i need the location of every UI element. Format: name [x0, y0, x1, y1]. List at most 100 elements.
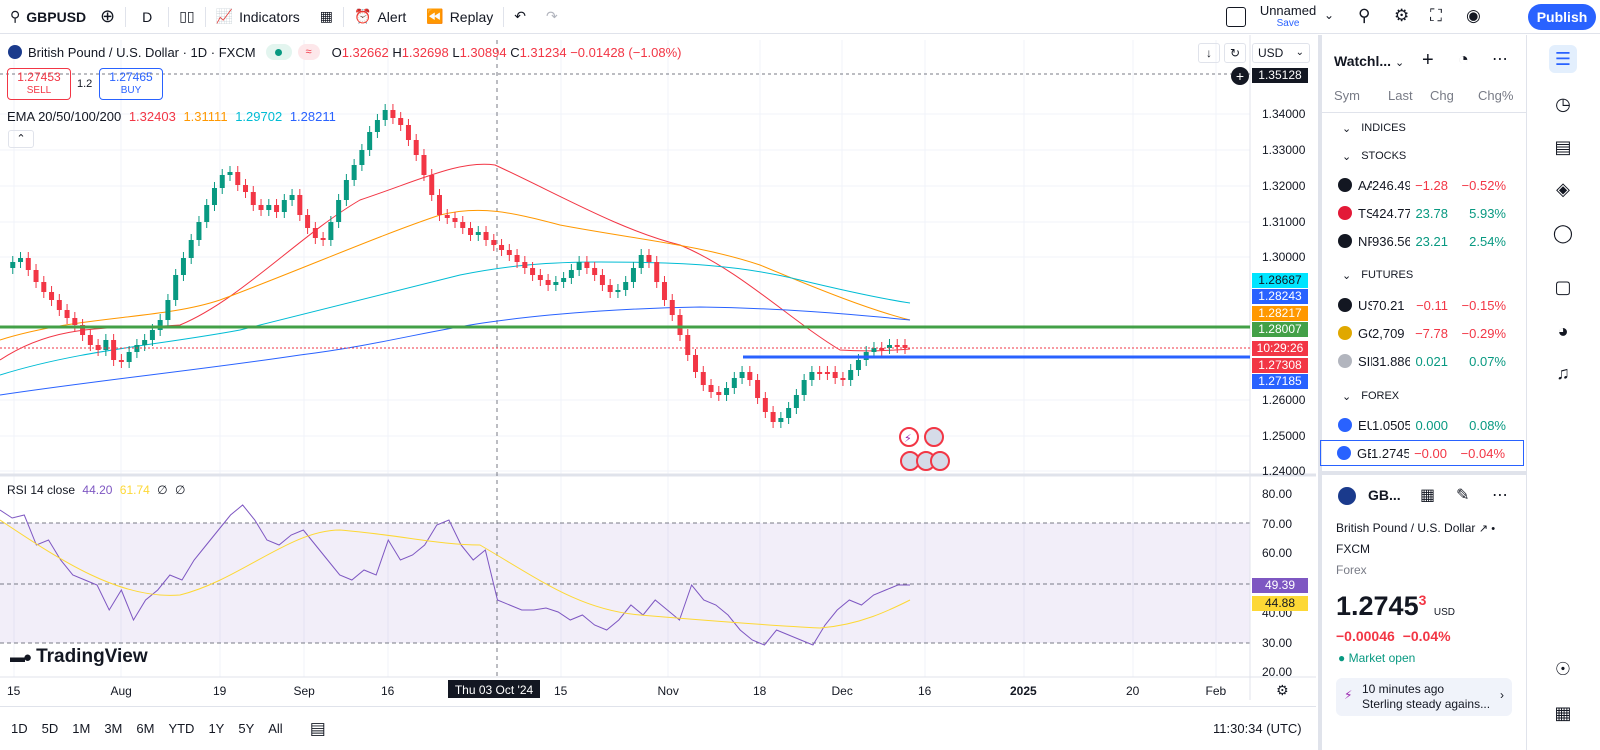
- advanced-view-icon[interactable]: ◔: [1458, 49, 1469, 69]
- grid-icon[interactable]: ▦: [1420, 487, 1436, 504]
- edit-icon[interactable]: ✎: [1456, 487, 1470, 504]
- tradingview-logo[interactable]: ▬● TradingView: [10, 646, 148, 668]
- templates-button[interactable]: ▦: [310, 0, 343, 34]
- price-axis-badge: 1.28243: [1252, 289, 1308, 304]
- alert-button[interactable]: ⏰ Alert: [344, 0, 416, 34]
- range-button-1y[interactable]: 1Y: [208, 721, 225, 736]
- candle-body: [669, 300, 675, 315]
- range-button-5y[interactable]: 5Y: [238, 721, 255, 736]
- layout-name[interactable]: Unnamed Save: [1258, 3, 1318, 29]
- more-icon[interactable]: ⋯: [1492, 51, 1508, 68]
- col-sym[interactable]: Sym: [1334, 88, 1360, 103]
- section-indices[interactable]: ⌄ INDICES: [1342, 122, 1406, 135]
- undo-button[interactable]: ↶: [504, 0, 536, 34]
- range-button-5d[interactable]: 5D: [41, 721, 59, 736]
- auto-scale-button[interactable]: ↻: [1224, 43, 1246, 63]
- watchlist-icon[interactable]: ☰: [1549, 45, 1577, 73]
- candle-body: [80, 325, 86, 335]
- candle-body: [429, 175, 435, 195]
- section-stocks[interactable]: ⌄ STOCKS: [1342, 150, 1406, 163]
- section-futures[interactable]: ⌄ FUTURES: [1342, 269, 1413, 282]
- object-tree-icon[interactable]: ▤: [1554, 136, 1572, 157]
- range-button-1m[interactable]: 1M: [72, 721, 91, 736]
- settings-icon[interactable]: ⚙: [1394, 6, 1410, 25]
- rsi-legend[interactable]: RSI 14 close 44.20 61.74 ∅ ∅: [7, 483, 185, 497]
- interval-button[interactable]: D: [126, 0, 168, 34]
- tv-logo-icon: ▬●: [10, 648, 32, 666]
- axis-settings-icon[interactable]: ⚙: [1276, 682, 1289, 698]
- rsi-tick-label: 20.00: [1262, 665, 1293, 679]
- range-button-6m[interactable]: 6M: [136, 721, 155, 736]
- watchlist-row[interactable]: USOIL70.21 −0.11 −0.15%: [1322, 292, 1526, 318]
- details-symbol[interactable]: GB...: [1368, 487, 1401, 503]
- chevron-down-icon[interactable]: ⌄: [1324, 8, 1335, 22]
- watchlist-row[interactable]: EURUSD1.0505 0.000 0.08%: [1322, 412, 1526, 438]
- market-status[interactable]: ● Market open: [1338, 651, 1415, 665]
- candle-body: [382, 110, 388, 120]
- col-chg[interactable]: Chg: [1430, 88, 1454, 103]
- range-button-3m[interactable]: 3M: [104, 721, 123, 736]
- watchlist-title[interactable]: Watchl... ⌄: [1334, 53, 1404, 69]
- alerts-clock-icon[interactable]: ◷: [1555, 93, 1571, 114]
- quick-search-icon[interactable]: ⚲: [1358, 6, 1371, 25]
- scroll-to-bottom-button[interactable]: ↓: [1198, 43, 1220, 63]
- collapse-legend-button[interactable]: ⌃: [8, 130, 34, 148]
- time-tick-label: Nov: [657, 684, 679, 698]
- symbol-title[interactable]: British Pound / U.S. Dollar · 1D · FXCM: [28, 44, 256, 60]
- redo-button[interactable]: ↷: [536, 0, 568, 34]
- currency-select[interactable]: USD ⌄: [1252, 43, 1310, 63]
- indicators-label: Indicators: [239, 8, 300, 25]
- sell-button[interactable]: 1.27453 SELL: [7, 68, 71, 100]
- replay-button[interactable]: ⏪ Replay: [416, 0, 503, 34]
- candle-body: [460, 222, 466, 228]
- details-exchange[interactable]: FXCM: [1336, 542, 1370, 556]
- watchlist-row[interactable]: GBPUSD1.2745 −0.00 −0.04%: [1320, 440, 1524, 466]
- candle-body: [607, 285, 613, 292]
- more-icon[interactable]: ⋯: [1492, 487, 1508, 504]
- layers-icon[interactable]: ◈: [1556, 178, 1570, 199]
- help-bulb-icon[interactable]: ◕: [1557, 320, 1569, 341]
- ideas-bulb-icon[interactable]: ◯: [1552, 222, 1574, 243]
- dom-icon[interactable]: ☉: [1554, 658, 1572, 679]
- symbol-search[interactable]: ⚲ GBPUSD: [0, 0, 90, 34]
- chat-icon[interactable]: ▢: [1554, 276, 1572, 297]
- external-link-icon[interactable]: ↗: [1478, 523, 1488, 535]
- watchlist-header: Sym Last Chg Chg%: [1322, 88, 1526, 110]
- fullscreen-icon[interactable]: ⛶: [1430, 6, 1442, 25]
- details-name[interactable]: British Pound / U.S. Dollar: [1336, 521, 1476, 535]
- buy-button[interactable]: 1.27465 BUY: [99, 68, 163, 100]
- watchlist-row[interactable]: NFLX936.56 23.21 2.54%: [1322, 228, 1526, 254]
- candle-body: [793, 395, 799, 408]
- range-button-1d[interactable]: 1D: [11, 721, 28, 736]
- price-chart[interactable]: ⚡: [0, 35, 1316, 700]
- add-symbol-icon[interactable]: +: [1422, 49, 1434, 71]
- watchlist-row[interactable]: GOLD2,709 −7.78 −0.29%: [1322, 320, 1526, 346]
- row-last: 70.21: [1372, 297, 1405, 313]
- chevron-down-icon: ⌄: [1342, 270, 1352, 282]
- layout-checkbox-icon[interactable]: [1226, 7, 1246, 27]
- indicators-button[interactable]: 📈 Indicators: [206, 0, 310, 34]
- calendar-icon[interactable]: ▦: [1554, 702, 1572, 723]
- row-chg: 0.021: [1415, 353, 1448, 369]
- notifications-bell-icon[interactable]: ♫: [1556, 362, 1570, 383]
- range-button-all[interactable]: All: [268, 721, 283, 736]
- chart-type-button[interactable]: ▯▯: [169, 0, 204, 34]
- watchlist-row[interactable]: AAPL246.49 −1.28 −0.52%: [1322, 172, 1526, 198]
- utc-clock[interactable]: 11:30:34 (UTC): [1213, 721, 1302, 736]
- watchlist-row[interactable]: SILVER31.886 0.021 0.07%: [1322, 348, 1526, 374]
- col-chgp[interactable]: Chg%: [1478, 88, 1514, 103]
- date-range-icon[interactable]: ▤: [309, 718, 326, 738]
- camera-icon[interactable]: ◉: [1466, 6, 1481, 25]
- watchlist-row[interactable]: TSLA424.77 23.78 5.93%: [1322, 200, 1526, 226]
- section-forex[interactable]: ⌄ FOREX: [1342, 390, 1399, 403]
- publish-button[interactable]: Publish: [1528, 4, 1596, 30]
- details-price-sup: 3: [1418, 592, 1427, 608]
- candle-body: [305, 215, 311, 228]
- price-axis-badge: 10:29:26: [1252, 341, 1308, 356]
- add-alert-plus-icon[interactable]: +: [1231, 67, 1249, 85]
- ema-legend[interactable]: EMA 20/50/100/200 1.32403 1.31111 1.2970…: [7, 109, 336, 124]
- range-button-ytd[interactable]: YTD: [168, 721, 195, 736]
- news-card[interactable]: ⚡ 10 minutes ago Sterling steady agains.…: [1336, 678, 1512, 716]
- col-last[interactable]: Last: [1388, 88, 1413, 103]
- compare-button[interactable]: ⊕: [90, 0, 125, 34]
